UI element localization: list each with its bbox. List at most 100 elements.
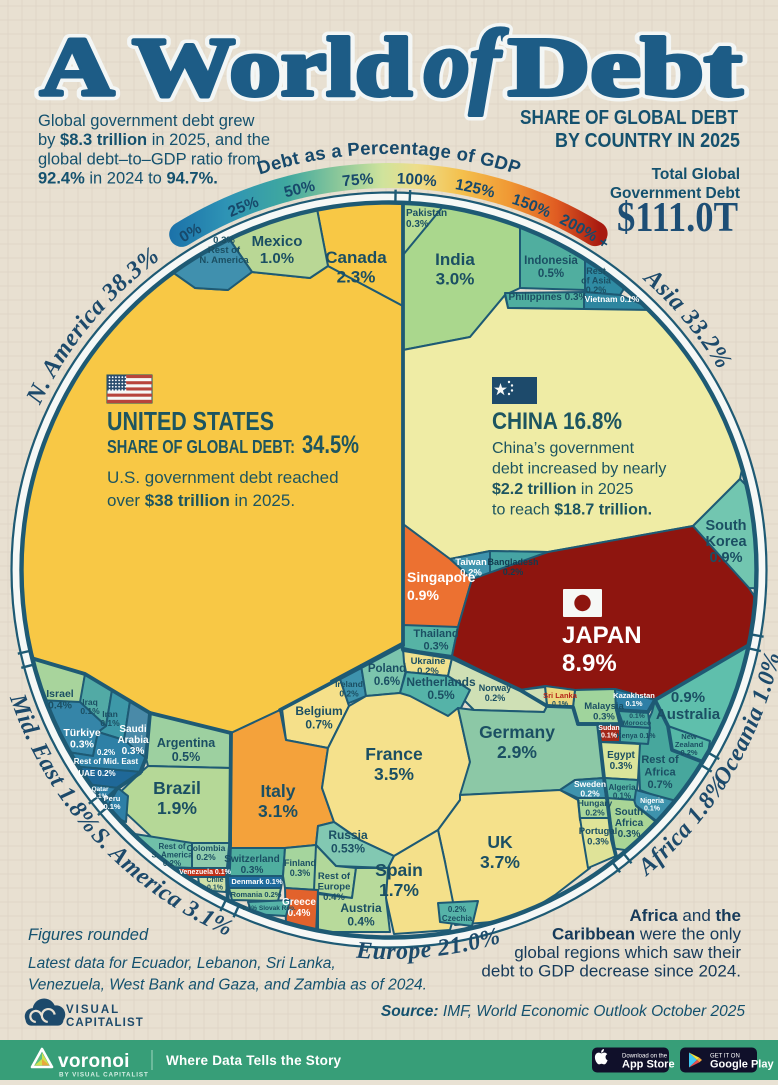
svg-text:Australia: Australia — [656, 706, 721, 723]
svg-text:0.53%: 0.53% — [331, 842, 365, 856]
svg-text:0.7%: 0.7% — [647, 779, 672, 791]
svg-text:VISUAL: VISUAL — [66, 1004, 120, 1016]
svg-text:0.2%: 0.2% — [585, 808, 605, 818]
svg-text:Saudi: Saudi — [119, 724, 146, 735]
svg-text:Italy: Italy — [260, 781, 295, 801]
svg-text:0.9%: 0.9% — [407, 587, 439, 603]
svg-text:Russia: Russia — [328, 828, 368, 842]
svg-text:CHINA 16.8%: CHINA 16.8% — [492, 408, 622, 435]
svg-text:Google Play: Google Play — [710, 1059, 774, 1071]
svg-text:0.1%: 0.1% — [80, 706, 100, 716]
svg-text:Argentina: Argentina — [157, 736, 216, 750]
svg-text:0.3%: 0.3% — [587, 837, 609, 848]
svg-text:Kenya 0.1%: Kenya 0.1% — [617, 733, 657, 740]
svg-text:global debt–to–GDP ratio from: global debt–to–GDP ratio from — [38, 150, 261, 168]
svg-text:Chile: Chile — [206, 877, 223, 884]
svg-text:0.1%: 0.1% — [100, 718, 120, 728]
svg-text:Malaysia: Malaysia — [584, 701, 624, 712]
svg-text:Germany: Germany — [479, 722, 555, 742]
svg-text:100%: 100% — [397, 171, 438, 191]
svg-text:0.6%: 0.6% — [374, 676, 400, 688]
svg-text:1.0%: 1.0% — [260, 250, 294, 267]
svg-text:Egypt: Egypt — [607, 750, 635, 761]
svg-text:Morocco: Morocco — [623, 720, 651, 727]
svg-text:BY COUNTRY IN 2025: BY COUNTRY IN 2025 — [555, 130, 740, 152]
svg-text:0.2%: 0.2% — [97, 748, 115, 757]
svg-text:Sweden: Sweden — [574, 779, 606, 789]
svg-text:1.9%: 1.9% — [157, 798, 197, 818]
svg-text:Ireland: Ireland — [335, 679, 363, 689]
svg-text:Venezuela 0.1%: Venezuela 0.1% — [179, 869, 232, 876]
svg-text:to reach $18.7 trillion.: to reach $18.7 trillion. — [492, 502, 652, 519]
svg-text:SHARE OF GLOBAL DEBT: SHARE OF GLOBAL DEBT — [520, 107, 738, 129]
svg-text:Indonesia: Indonesia — [524, 255, 578, 267]
svg-text:8.9%: 8.9% — [562, 650, 617, 677]
svg-text:0.2%: 0.2% — [448, 905, 466, 914]
svg-text:0.1% Slovak Rep.: 0.1% Slovak Rep. — [242, 905, 296, 912]
svg-text:U.S. government debt reached: U.S. government debt reached — [107, 468, 339, 487]
svg-text:0.1%: 0.1% — [625, 699, 642, 708]
svg-text:0.1%: 0.1% — [613, 792, 631, 801]
svg-text:SHARE OF GLOBAL DEBT:: SHARE OF GLOBAL DEBT: — [107, 437, 295, 457]
svg-text:Sri Lanka: Sri Lanka — [543, 691, 578, 700]
svg-text:Philippines 0.3%: Philippines 0.3% — [509, 292, 588, 303]
svg-text:Nigeria: Nigeria — [640, 798, 664, 805]
svg-text:2.3%: 2.3% — [337, 268, 376, 287]
svg-text:over $38 trillion in 2025.: over $38 trillion in 2025. — [107, 491, 295, 510]
svg-text:0.1%: 0.1% — [552, 701, 569, 708]
svg-text:0.1%: 0.1% — [103, 802, 120, 811]
svg-text:Denmark 0.1%: Denmark 0.1% — [231, 877, 283, 886]
svg-text:0.2%: 0.2% — [503, 567, 524, 577]
svg-text:0.4%: 0.4% — [48, 700, 73, 712]
svg-text:South: South — [705, 518, 746, 534]
svg-text:App Store: App Store — [622, 1059, 675, 1071]
svg-text:3.0%: 3.0% — [436, 270, 475, 289]
svg-text:Switzerland: Switzerland — [224, 854, 280, 865]
svg-text:Austria: Austria — [340, 901, 382, 915]
svg-text:South: South — [615, 807, 643, 818]
svg-text:Poland: Poland — [368, 663, 406, 675]
svg-text:voronoi: voronoi — [58, 1051, 130, 1072]
svg-text:34.5%: 34.5% — [302, 431, 359, 459]
svg-text:Africa: Africa — [615, 818, 644, 829]
svg-text:Source: IMF, World Economic Ou: Source: IMF, World Economic Outlook Octo… — [381, 1003, 745, 1020]
svg-text:0.9%: 0.9% — [671, 689, 705, 706]
svg-text:0.2%: 0.2% — [339, 689, 359, 699]
svg-text:CAPITALIST: CAPITALIST — [66, 1017, 144, 1029]
svg-text:75%: 75% — [341, 171, 374, 190]
svg-text:by $8.3 trillion in 2025, and: by $8.3 trillion in 2025, and the — [38, 131, 270, 149]
svg-text:Europe: Europe — [318, 882, 351, 893]
svg-text:0.3%: 0.3% — [618, 829, 641, 840]
svg-text:Qatar: Qatar — [92, 786, 109, 793]
svg-text:UAE 0.2%: UAE 0.2% — [78, 769, 115, 778]
svg-text:Finland: Finland — [284, 858, 316, 868]
svg-text:BY VISUAL CAPITALIST: BY VISUAL CAPITALIST — [59, 1072, 149, 1079]
svg-text:Türkiye: Türkiye — [63, 727, 101, 739]
svg-text:3.5%: 3.5% — [374, 764, 414, 784]
svg-text:Israel: Israel — [46, 688, 74, 700]
svg-text:Belgium: Belgium — [295, 704, 342, 718]
svg-text:Norway: Norway — [479, 683, 512, 693]
svg-text:N. America: N. America — [199, 255, 249, 266]
svg-text:Arabia: Arabia — [117, 735, 149, 746]
svg-text:1.7%: 1.7% — [379, 880, 419, 900]
svg-text:Hungary: Hungary — [578, 798, 613, 808]
svg-text:Netherlands: Netherlands — [406, 675, 476, 689]
svg-text:Singapore: Singapore — [407, 569, 476, 585]
svg-text:0.1%: 0.1% — [644, 806, 661, 813]
svg-text:debt increased by nearly: debt increased by nearly — [492, 461, 666, 478]
svg-text:0.5%: 0.5% — [538, 268, 564, 280]
svg-text:Taiwan: Taiwan — [455, 557, 487, 568]
svg-text:Portugal: Portugal — [579, 826, 618, 837]
svg-text:Canada: Canada — [325, 248, 387, 267]
svg-text:India: India — [435, 250, 475, 269]
svg-text:Rest of Mid. East: Rest of Mid. East — [74, 757, 139, 766]
svg-text:3.1%: 3.1% — [258, 801, 298, 821]
svg-text:Africa: Africa — [644, 767, 676, 779]
svg-text:France: France — [365, 744, 423, 764]
svg-text:0.3%: 0.3% — [290, 868, 311, 878]
svg-text:Figures rounded: Figures rounded — [28, 926, 149, 944]
svg-text:of: of — [424, 12, 508, 116]
svg-text:0.3%: 0.3% — [70, 739, 95, 751]
svg-text:Romania 0.2%: Romania 0.2% — [231, 890, 282, 899]
